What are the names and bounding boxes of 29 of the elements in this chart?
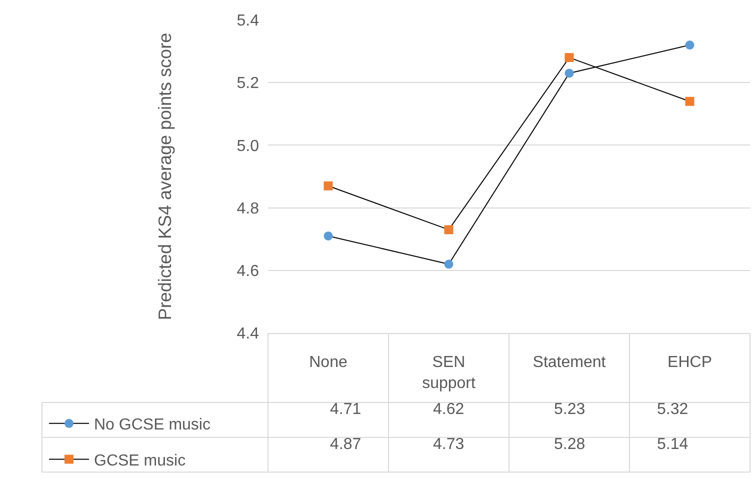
x-tick-label: SEN support (422, 354, 476, 392)
data-label: 5.28 (554, 436, 586, 453)
data-label: 4.71 (330, 401, 362, 418)
point (685, 40, 694, 50)
x-tick-label: Statement (532, 354, 606, 372)
data-label: 4.62 (433, 401, 464, 418)
y-tick-label: 5.0 (236, 138, 260, 155)
legend-label: No GCSE music (94, 416, 210, 434)
x-tick-label: EHCP (668, 354, 712, 372)
y-tick-label: 5.2 (236, 75, 260, 92)
point (444, 225, 454, 234)
point (564, 68, 574, 78)
point (564, 53, 574, 62)
point (444, 260, 454, 269)
point (324, 231, 333, 240)
point (324, 181, 333, 190)
data-label: 5.23 (554, 401, 586, 418)
data-label: 5.14 (657, 436, 688, 453)
y-tick-label: 4.8 (236, 200, 260, 218)
data-label: 4.87 (330, 436, 362, 453)
data-label: 4.73 (433, 436, 464, 453)
y-axis-title: Predicted KS4 average points score (154, 32, 175, 320)
y-tick-label: 4.4 (236, 326, 260, 343)
y-tick-label: 4.6 (236, 263, 260, 280)
data-label: 5.32 (657, 401, 688, 418)
point (685, 96, 694, 106)
y-tick-label: 5.4 (236, 12, 260, 30)
x-tick-label: None (309, 354, 348, 372)
legend-label: GCSE music (94, 452, 186, 470)
